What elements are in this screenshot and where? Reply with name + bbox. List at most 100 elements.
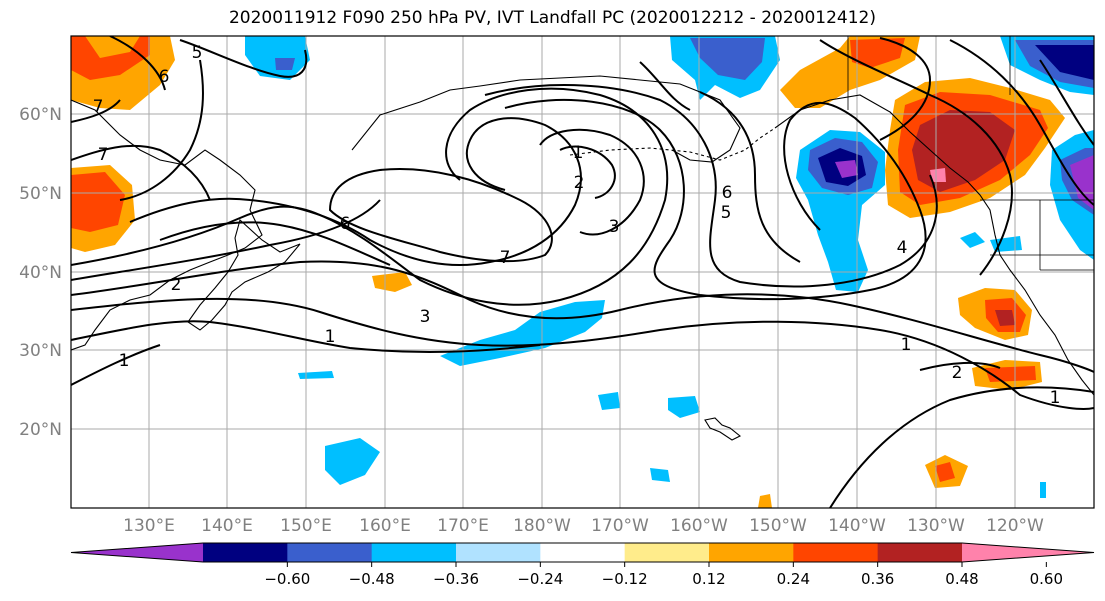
pv-negative-area [440, 300, 605, 366]
colorbar-tick-label: 0.12 [692, 570, 725, 588]
contour-line [699, 91, 801, 263]
map-frame [70, 35, 1095, 509]
pv-positive-core [850, 38, 905, 68]
contour-line [71, 320, 541, 353]
contour-line [829, 386, 1094, 508]
colorbar-tick-label: 0.36 [861, 570, 894, 588]
colorbar-tick-label: −0.60 [264, 570, 310, 588]
lon-label: 140°E [201, 516, 253, 536]
contour-line [179, 39, 308, 78]
pv-negative-area [650, 468, 670, 482]
lat-label: 20°N [19, 420, 62, 440]
japan-coastline [187, 218, 301, 331]
contour-label: 1 [1050, 388, 1061, 408]
colorbar-segment [456, 543, 541, 562]
lon-label: 120°W [986, 516, 1044, 536]
colorbar-segment [709, 543, 794, 562]
contour-line [71, 344, 161, 386]
pv-negative-area [298, 371, 334, 379]
colorbar-tick-label: −0.24 [517, 570, 563, 588]
contour-label: 5 [192, 43, 203, 63]
gridlines [71, 36, 1094, 508]
hawaii [704, 417, 742, 441]
colorbar-tick-label: −0.36 [433, 570, 479, 588]
contour-line [109, 36, 166, 91]
contour-label: 2 [952, 363, 963, 383]
lat-label: 50°N [19, 184, 62, 204]
asia-coastline [71, 99, 263, 351]
contour-label: 7 [93, 97, 104, 117]
contour-line [504, 98, 927, 301]
contour-line [949, 39, 1094, 206]
colorbar-tick-label: 0.60 [1030, 570, 1063, 588]
contour-label: 2 [171, 275, 182, 295]
pv-negative-core [1035, 45, 1094, 80]
pv-positive-area [372, 272, 412, 292]
contour-line [484, 84, 938, 288]
pv-negative-core [690, 38, 765, 80]
lon-label: 160°W [670, 516, 728, 536]
lat-label: 60°N [19, 105, 62, 125]
colorbar-tick-label: 0.24 [777, 570, 810, 588]
pv-positive-area [758, 494, 772, 508]
pv-negative-area [960, 232, 985, 248]
lon-label: 150°E [280, 516, 332, 536]
colorbar-segment [877, 543, 963, 562]
contour-line [71, 297, 1094, 410]
pv-positive-core [995, 310, 1015, 326]
contour-label: 7 [98, 145, 109, 165]
contour-line [71, 199, 381, 281]
contour-line [879, 37, 932, 141]
contour-line [119, 59, 204, 201]
colorbar-tick-label: −0.12 [602, 570, 648, 588]
contour-label: 1 [573, 143, 584, 163]
map-title: 2020011912 F090 250 hPa PV, IVT Landfall… [228, 8, 876, 28]
pv-negative-area [1040, 482, 1046, 498]
pv-negative-area [668, 396, 700, 418]
colorbar-segment [287, 543, 373, 562]
colorbar: −0.60 −0.48 −0.36 −0.24 −0.12 0.12 0.24 0.36 0.4… [70, 542, 1095, 588]
na-coastline [774, 94, 1094, 396]
contour-line [539, 128, 645, 236]
contour-label: 5 [721, 203, 732, 223]
lon-label: 150°W [749, 516, 807, 536]
pv-positive-core [935, 462, 955, 482]
colorbar-segment [540, 543, 626, 562]
longitude-labels: 130°E 140°E 150°E 160°E 170°E 180°W 170°… [123, 516, 1044, 536]
lon-label: 170°E [437, 516, 489, 536]
colorbar-tick-label: −0.48 [349, 570, 395, 588]
colorbar-outline [70, 542, 1095, 563]
contour-line [639, 61, 691, 111]
pv-negative-area [598, 392, 620, 410]
pv-positive-core [71, 172, 125, 232]
pv-negative-area [325, 438, 380, 485]
contour-label: 1 [325, 327, 336, 347]
colorbar-segment [624, 543, 710, 562]
bering-coastline [351, 75, 741, 163]
contour-label: 6 [722, 183, 733, 203]
lon-label: 180°W [513, 516, 571, 536]
contour-line [819, 39, 1013, 276]
contour-line [159, 221, 391, 266]
contour-label: 6 [159, 67, 170, 87]
contour-labels: 6 5 7 7 6 2 1 1 1 2 3 7 3 6 5 4 1 2 1 [93, 43, 1061, 408]
contour-line [71, 87, 669, 306]
lon-label: 160°E [359, 516, 411, 536]
contour-line [129, 117, 582, 267]
contour-line [71, 144, 211, 201]
colorbar-tick-label: 0.48 [945, 570, 978, 588]
ivt-contours [71, 36, 1094, 508]
pv-positive-area [85, 36, 140, 58]
contour-label: 4 [897, 238, 908, 258]
contour-line [71, 99, 121, 123]
colorbar-extend-max [962, 543, 1094, 562]
contour-line [71, 260, 1094, 373]
lon-label: 130°W [907, 516, 965, 536]
colorbar-segment [203, 543, 288, 562]
contour-label: 2 [574, 173, 585, 193]
colorbar-segment [793, 543, 879, 562]
colorbar-segment [371, 543, 457, 562]
pv-negative-area [990, 236, 1022, 252]
pv-negative-core [275, 58, 295, 70]
